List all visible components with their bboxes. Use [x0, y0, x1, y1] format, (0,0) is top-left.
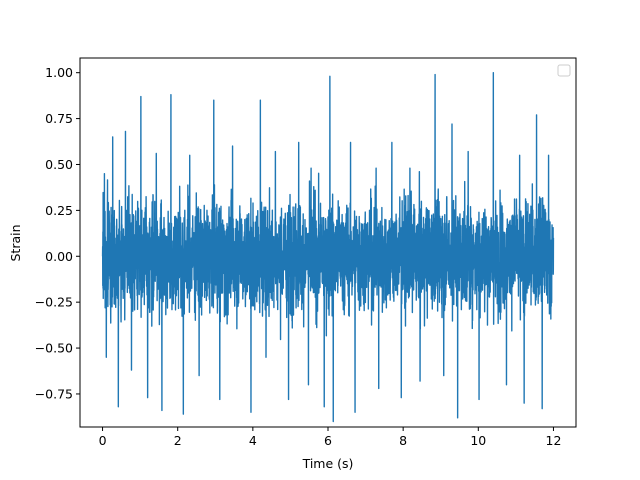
y-tick-label: −0.50: [35, 341, 73, 356]
x-axis-label: Time (s): [302, 456, 354, 471]
axes-frame: [79, 57, 577, 428]
x-tick-label: 12: [546, 433, 562, 448]
x-tick-label: 8: [399, 433, 407, 448]
x-tick-label: 2: [174, 433, 182, 448]
y-tick-label: 0.75: [45, 111, 73, 126]
y-tick-label: −0.75: [35, 386, 73, 401]
y-tick-label: 0.50: [45, 157, 73, 172]
plot-area: [101, 71, 555, 423]
y-axis-label: Strain: [8, 224, 23, 261]
x-tick-label: 4: [249, 433, 257, 448]
legend-box: [557, 64, 571, 77]
y-tick-label: 1.00: [45, 65, 73, 80]
y-tick-label: 0.25: [45, 203, 73, 218]
x-tick-label: 0: [99, 433, 107, 448]
x-axis: 0 2 4 6 8 10 12: [99, 427, 562, 448]
x-tick-label: 10: [470, 433, 486, 448]
y-axis: −0.75 −0.50 −0.25 0.00 0.25 0.50 0.75 1.00: [35, 65, 80, 401]
strain-series-line: [101, 71, 555, 423]
x-tick-label: 6: [324, 433, 332, 448]
y-tick-label: −0.25: [35, 295, 73, 310]
y-tick-label: 0.00: [45, 249, 73, 264]
